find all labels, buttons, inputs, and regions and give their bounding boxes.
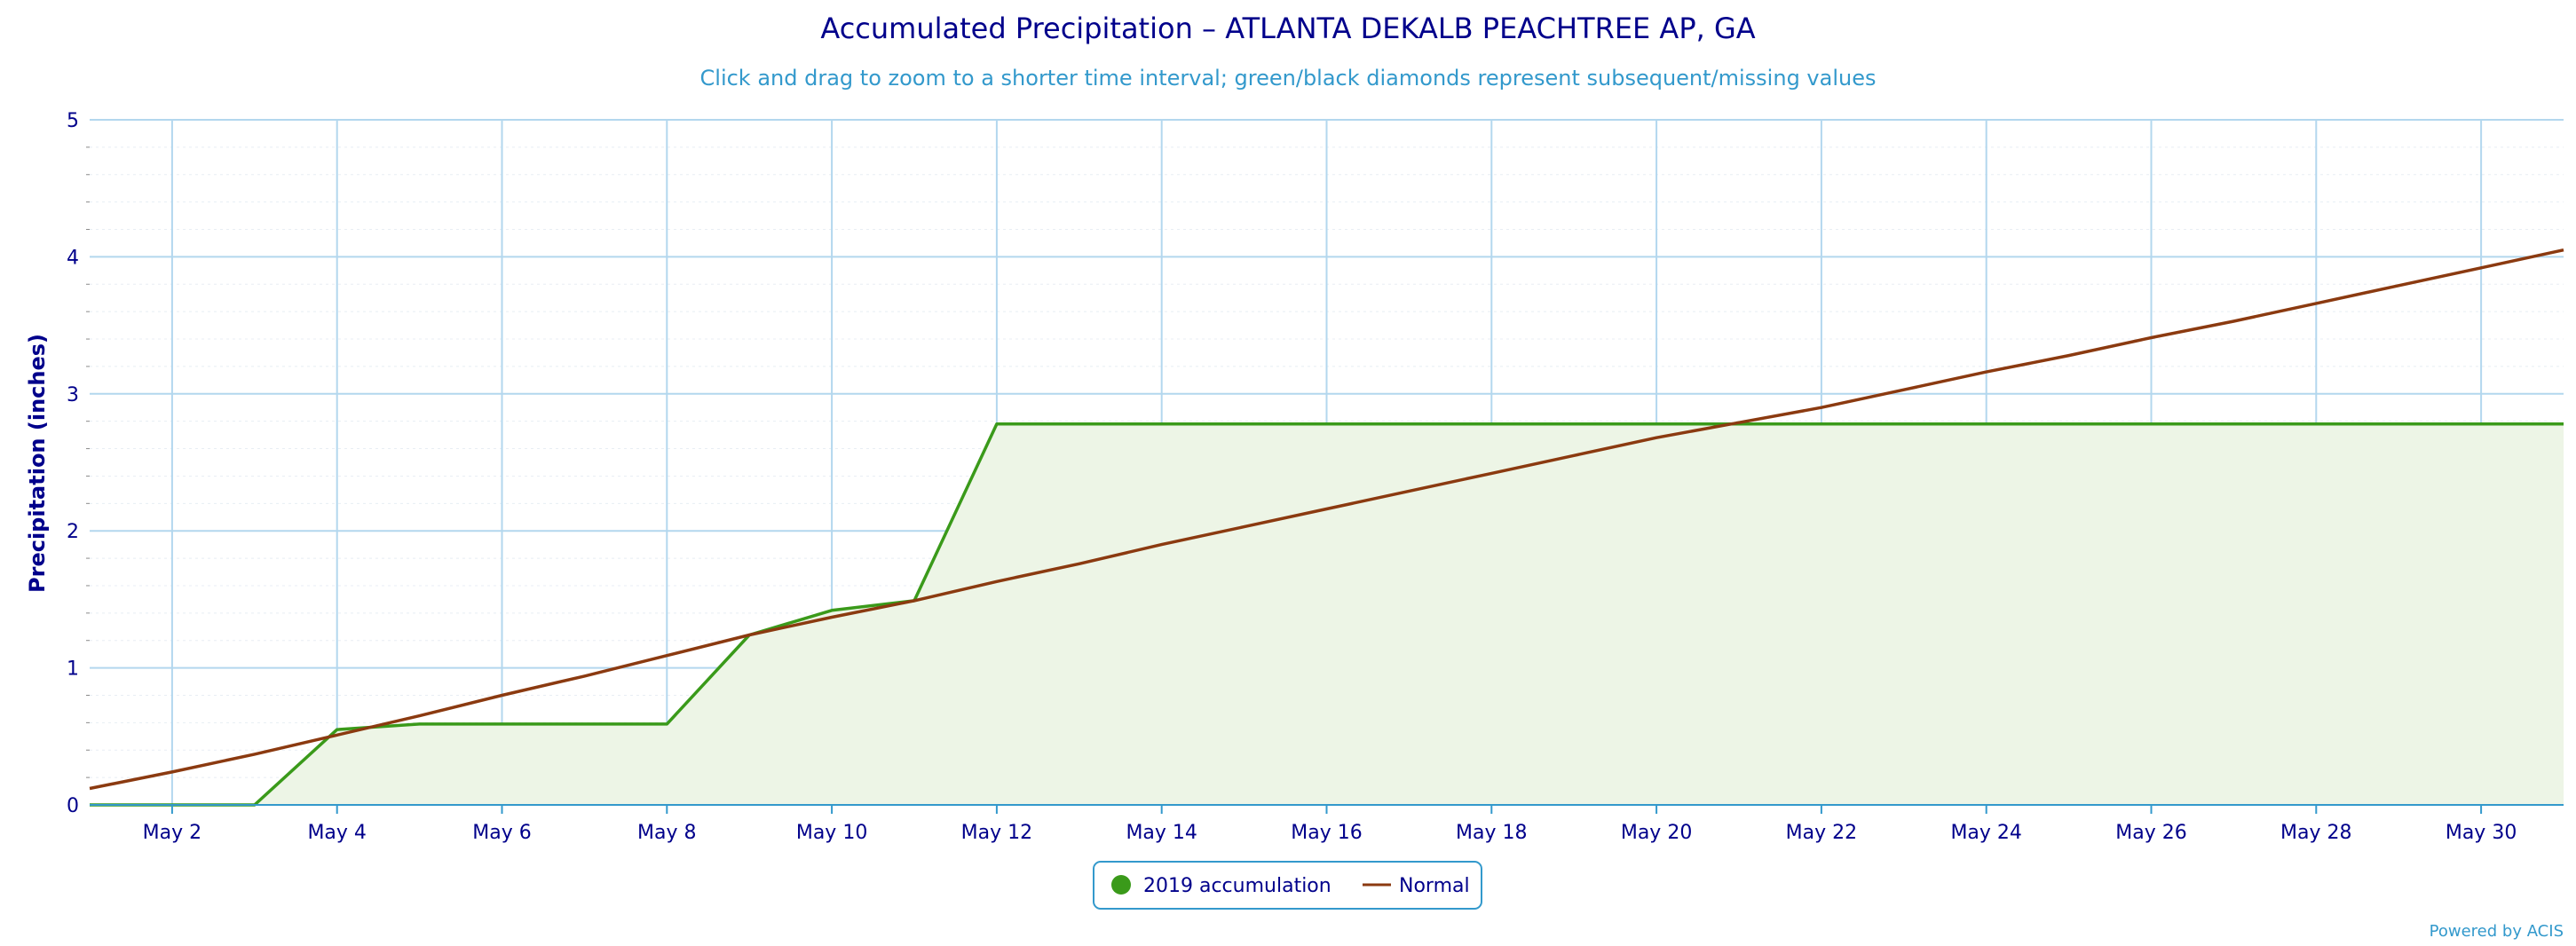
x-tick-label: May 10	[796, 822, 867, 844]
legend-item-normal[interactable]: Normal	[1363, 875, 1470, 897]
series-accumulation-area	[90, 423, 2564, 805]
y-axis-title: Precipitation (inches)	[25, 334, 50, 593]
plot-area[interactable]	[86, 119, 2564, 814]
legend-item-accumulation[interactable]: 2019 accumulation	[1111, 875, 1331, 897]
series-layer	[89, 248, 2564, 807]
x-tick-label: May 14	[1126, 822, 1197, 844]
x-tick-label: May 12	[961, 822, 1032, 844]
x-tick-label: May 4	[307, 822, 366, 844]
legend-label-normal: Normal	[1399, 875, 1470, 897]
y-tick-label: 3	[67, 384, 79, 406]
x-tick-label: May 8	[637, 822, 696, 844]
legend-label-accumulation: 2019 accumulation	[1143, 875, 1331, 897]
x-tick-label: May 30	[2446, 822, 2517, 844]
y-axis-tick-labels: 0 1 2 3 4 5	[67, 110, 79, 817]
credits-link[interactable]: Powered by ACIS	[2430, 922, 2564, 941]
y-tick-label: 1	[67, 658, 79, 681]
y-tick-label: 2	[67, 521, 79, 543]
x-tick-label: May 28	[2280, 822, 2351, 844]
x-tick-label: May 24	[1950, 822, 2021, 844]
x-tick-label: May 18	[1456, 822, 1527, 844]
legend: 2019 accumulation Normal	[1093, 861, 1482, 910]
chart-subtitle: Click and drag to zoom to a shorter time…	[700, 66, 1877, 91]
x-tick-label: May 16	[1291, 822, 1362, 844]
series-accumulation-line	[90, 422, 2564, 807]
y-tick-label: 0	[67, 795, 79, 817]
x-axis-tick-labels: May 2 May 4 May 6 May 8 May 10 May 12 May 14 Ma…	[143, 822, 2517, 844]
x-tick-label: May 22	[1786, 822, 1857, 844]
axes	[86, 146, 2564, 814]
series-normal-line	[89, 248, 2564, 791]
x-tick-label: May 6	[472, 822, 531, 844]
x-tick-label: May 26	[2115, 822, 2186, 844]
legend-marker-accumulation	[1111, 875, 1131, 895]
chart-title: Accumulated Precipitation – ATLANTA DEKA…	[820, 12, 1755, 45]
x-tick-label: May 2	[143, 822, 201, 844]
legend-box	[1093, 861, 1482, 910]
x-tick-label: May 20	[1621, 822, 1692, 844]
y-tick-label: 5	[67, 110, 79, 132]
y-tick-label: 4	[67, 247, 79, 269]
